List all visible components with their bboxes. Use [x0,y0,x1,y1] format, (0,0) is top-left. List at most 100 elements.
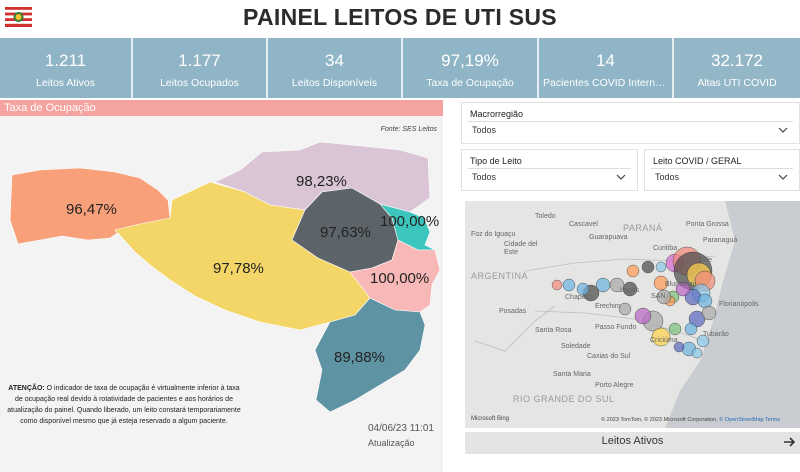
kpi-label: Leitos Ativos [36,77,95,89]
santa-catarina-flag-icon [5,7,32,27]
map-label-san: SAN [651,293,666,300]
map-label-foz-do-iguacu: Foz do Iguaçu [471,231,516,238]
map-label-porto-alegre: Porto Alegre [595,382,634,389]
map-label-ponta-grossa: Ponta Grossa [686,221,729,228]
occupancy-map: 96,47% 97,78% 97,63% 98,23% 100,00% 100,… [9,141,441,413]
map-bubble[interactable] [618,302,632,316]
kpi-value: 32.172 [711,51,763,70]
kpi-value: 1.211 [44,51,87,70]
map-label-posadas: Posadas [499,308,527,315]
kpi-label: Leitos Ocupados [160,77,239,89]
arrow-right-icon[interactable] [782,435,796,449]
map-bubble[interactable] [641,260,655,274]
filter-macrorregiao[interactable]: Macrorregião Todos [461,102,800,144]
map-bubble[interactable] [668,322,682,336]
map-label-soledade: Soledade [561,343,591,350]
map-bubble[interactable] [651,327,671,347]
region-value-sul: 89,88% [334,349,385,366]
map-bubble[interactable] [634,307,652,325]
map-bubble[interactable] [626,264,640,278]
kpi-value: 14 [596,51,615,70]
osm-link[interactable]: © OpenStreetMap [719,417,764,423]
filter-leito-covid[interactable]: Leito COVID / GERAL Todos [644,149,800,191]
terms-link[interactable]: Terms [765,417,780,423]
map-bubble[interactable] [684,322,698,336]
map-bubble[interactable] [688,310,706,328]
kpi-bar: 1.211 Leitos Ativos 1.177 Leitos Ocupado… [0,38,800,98]
dropdown-tipo-leito[interactable]: Todos [468,168,631,186]
chevron-down-icon [778,127,788,133]
kpi-label: Taxa de Ocupação [426,77,514,89]
kpi-value: 34 [325,51,344,70]
region-value-nordeste: 100,00% [380,213,439,230]
dropdown-leito-covid[interactable]: Todos [651,168,793,186]
region-value-oeste: 96,47% [66,201,117,218]
map-label-blumenau: Blumenau [665,281,697,288]
kpi-card-leitos-ativos[interactable]: 1.211 Leitos Ativos [0,38,133,98]
kpi-card-altas-uti-covid[interactable]: 32.172 Altas UTI COVID [674,38,800,98]
kpi-card-pacientes-covid[interactable]: 14 Pacientes COVID Internad... [539,38,674,98]
map-label-cascavel: Cascavel [569,221,598,228]
section-title-taxa-ocupacao: Taxa de Ocupação [0,100,443,116]
filter-tipo-leito[interactable]: Tipo de Leito Todos [461,149,638,191]
map-bubble[interactable] [562,278,576,292]
map-bubble[interactable] [655,261,667,273]
kpi-card-leitos-disponiveis[interactable]: 34 Leitos Disponíveis [268,38,403,98]
region-value-planalto-norte: 98,23% [296,173,347,190]
map-label-guarapuava: Guarapuava [589,234,628,241]
map-bubble[interactable] [653,275,669,291]
map-bubble[interactable] [551,279,563,291]
map-label-rio-grande-do-sul: RIO GRANDE DO SUL [513,394,615,404]
map-bubble[interactable] [576,282,590,296]
kpi-value: 1.177 [178,51,221,70]
map-label-tubarao: Tubarão [703,331,729,338]
attention-text: O indicador de taxa de ocupação é virtua… [7,385,241,425]
map-label-chapeco: Chapecó [565,294,594,301]
map-bubble[interactable] [701,305,717,321]
dropdown-value: Todos [655,172,680,182]
bubble-map-canvas [465,201,800,428]
ocean-area [665,201,800,428]
update-date: 04/06/23 11:01 [368,423,434,434]
map-bubble[interactable] [622,281,638,297]
map-region-sul[interactable] [314,297,426,413]
filter-label: Macrorregião [470,109,524,119]
kpi-card-leitos-ocupados[interactable]: 1.177 Leitos Ocupados [133,38,268,98]
attention-label: ATENÇÃO: [8,385,45,392]
microsoft-bing-logo: Microsoft Bing [471,416,510,422]
map-label-erechim: Erechim [595,303,621,310]
chevron-down-icon [616,174,626,180]
page-title: PAINEL LEITOS DE UTI SUS [243,4,557,30]
map-label-cidade-del-este: Cidade del Este [504,241,538,256]
leitos-ativos-bar[interactable]: Leitos Ativos [465,432,800,454]
filter-label: Leito COVID / GERAL [653,156,742,166]
map-bubble[interactable] [691,347,703,359]
map-bubble[interactable] [656,289,672,305]
region-value-vale-itajai: 97,63% [320,224,371,241]
occupancy-panel: 96,47% 97,78% 97,63% 98,23% 100,00% 100,… [0,100,443,472]
attention-note: ATENÇÃO: O indicador de taxa de ocupação… [4,383,244,427]
region-value-meio-oeste: 97,78% [213,260,264,277]
map-bubble[interactable] [595,277,611,293]
border-line [474,305,556,352]
map-label-santa-rosa: Santa Rosa [535,327,572,334]
footer-label: Leitos Ativos [601,435,664,447]
kpi-label: Leitos Disponíveis [291,77,378,89]
bubble-map[interactable]: Toledo Cascavel PARANÁ Ponta Grossa Guar… [465,201,800,428]
map-bubble[interactable] [696,334,710,348]
region-value-grande-florianopolis: 100,00% [370,270,429,287]
kpi-label: Altas UTI COVID [697,77,777,89]
map-label-lages: Lages [620,287,640,294]
map-label-florianopolis: Florianópolis [719,301,759,308]
map-region-nordeste[interactable] [379,203,436,251]
dropdown-value: Todos [472,172,497,182]
map-label-santa-maria: Santa Maria [553,371,591,378]
kpi-card-taxa-ocupacao[interactable]: 97,19% Taxa de Ocupação [403,38,539,98]
map-bubble[interactable] [673,341,685,353]
dropdown-macrorregiao[interactable]: Todos [468,121,793,139]
map-label-caxias-do-sul: Caxias do Sul [587,353,631,360]
map-bubble[interactable] [675,281,691,297]
kpi-value: 97,19% [441,51,499,70]
source-note: Fonte: SES Leitos [380,126,437,133]
